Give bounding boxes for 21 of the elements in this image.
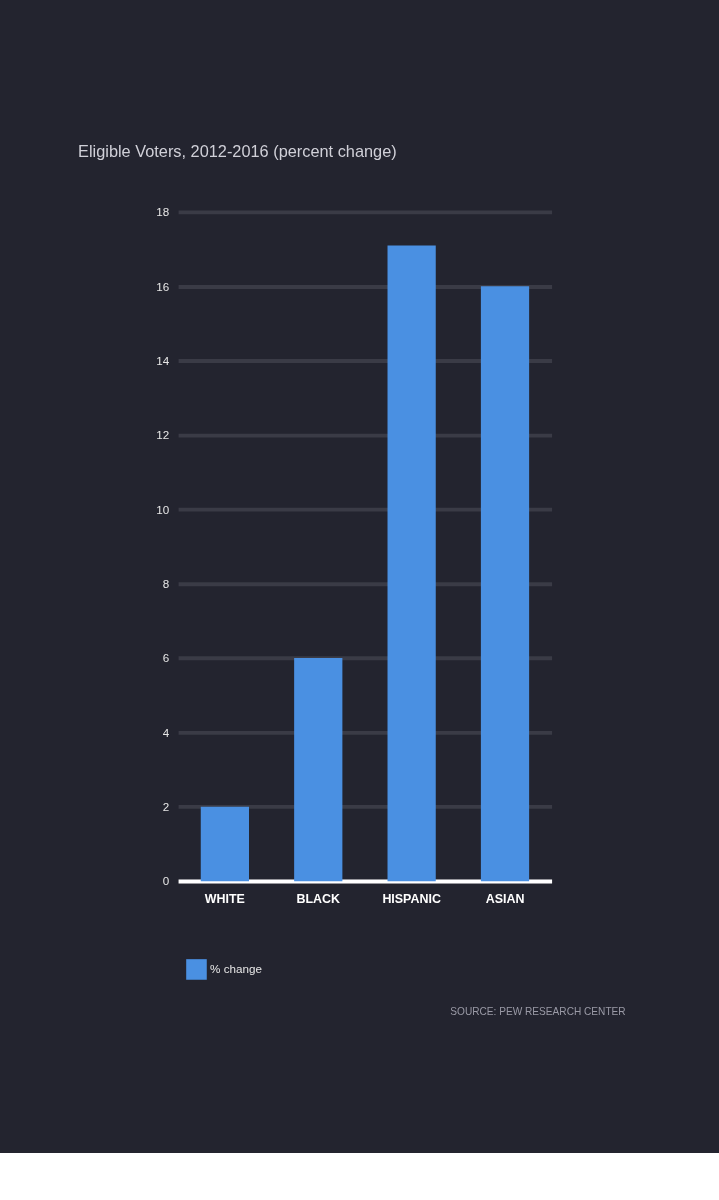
bar xyxy=(387,245,436,882)
y-tick-label: 4 xyxy=(162,725,170,739)
x-tick-label: HISPANIC xyxy=(382,891,441,906)
y-tick-label: 16 xyxy=(156,279,170,293)
x-tick-label: BLACK xyxy=(296,891,341,906)
legend-label: % change xyxy=(210,962,262,976)
y-tick-label: 2 xyxy=(162,800,170,814)
bar xyxy=(200,806,249,882)
bar xyxy=(480,286,530,882)
y-tick-label: 10 xyxy=(156,502,170,516)
source-note: SOURCE: PEW RESEARCH CENTER xyxy=(450,1005,626,1017)
y-tick-label: 8 xyxy=(162,577,170,590)
y-tick-label: 18 xyxy=(156,205,170,219)
y-tick-label: 14 xyxy=(156,353,170,367)
x-tick-label: WHITE xyxy=(204,891,245,906)
bar xyxy=(294,658,343,882)
y-tick-label: 6 xyxy=(162,651,170,665)
x-tick-label: ASIAN xyxy=(485,891,525,906)
y-tick-label: 12 xyxy=(156,428,170,442)
chart-title: Eligible Voters, 2012-2016 (percent change) xyxy=(78,141,397,160)
y-tick-label: 0 xyxy=(162,874,170,888)
